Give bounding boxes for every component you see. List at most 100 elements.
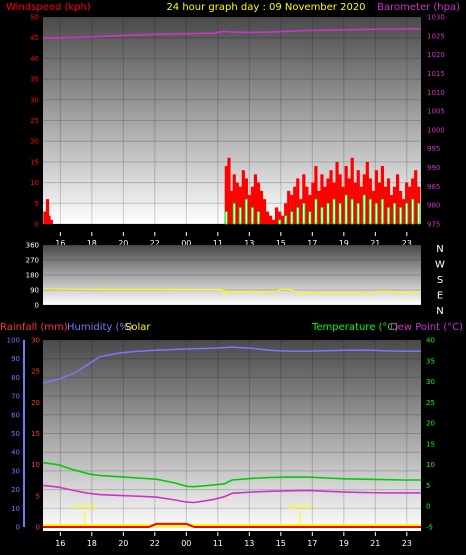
temperature-tick-label: 5 — [426, 482, 430, 490]
windspeed-bar — [287, 190, 291, 224]
windspeed-bar — [371, 190, 375, 224]
x-tick-label: 20 — [118, 539, 128, 548]
average-wind-bar — [250, 207, 255, 225]
humidity-y-ticks: 0 10 20 30 40 50 60 70 80 90 100 — [7, 337, 25, 532]
average-wind-bar — [290, 211, 294, 225]
windspeed-bar — [338, 174, 342, 224]
windspeed-bar — [314, 166, 318, 224]
x-tick-label: 11 — [213, 539, 223, 548]
windspeed-tick-label: 25 — [30, 117, 39, 125]
rainfall-axis-label: Rainfall (mm) — [0, 322, 68, 333]
humidity-tick-label: 20 — [11, 486, 20, 494]
barometer-tick-label: 1025 — [427, 32, 445, 40]
windspeed-bar — [329, 170, 333, 224]
solar-axis-label: Solar — [125, 322, 151, 333]
temperature-y-ticks: -5 0 5 10 15 20 25 30 35 40 — [426, 337, 435, 532]
average-wind-bars — [224, 194, 421, 225]
average-wind-bar — [320, 207, 324, 225]
windspeed-bar — [383, 186, 388, 224]
average-wind-bar — [392, 202, 397, 225]
windspeed-bar — [227, 157, 231, 224]
windspeed-bar — [380, 166, 385, 224]
humidity-line — [42, 346, 421, 384]
humidity-temperature-panel: 0 10 20 30 40 50 60 70 80 90 100 0 5 10 15 20 25 30 -5 0 5… — [7, 337, 435, 549]
barometer-tick-label: 990 — [427, 164, 440, 172]
windspeed-bar — [356, 170, 360, 224]
humidity-grid — [43, 339, 421, 528]
windspeed-bar — [271, 219, 276, 224]
average-wind-bar — [232, 202, 236, 225]
x-tick-label: 15 — [276, 539, 286, 548]
average-wind-bar — [386, 207, 391, 225]
windspeed-bar — [311, 182, 315, 224]
average-wind-bar — [344, 194, 348, 225]
humidity-axis-label: Humidity (%) — [67, 322, 133, 333]
average-wind-bar — [308, 211, 312, 225]
windspeed-bar — [268, 215, 273, 224]
windspeed-bar — [232, 174, 236, 224]
windspeed-bar — [275, 207, 279, 224]
average-wind-bar — [368, 198, 372, 225]
rainfall-tick-label: 0 — [36, 524, 40, 532]
windspeed-bar — [377, 182, 382, 224]
temperature-tick-label: 20 — [426, 420, 435, 428]
windspeed-bar — [402, 199, 406, 224]
x-tick-label: 17 — [307, 539, 317, 548]
compass-label: N — [436, 306, 443, 317]
windspeed-bar — [386, 178, 391, 224]
x-tick-label: 23 — [402, 539, 412, 548]
direction-tick-label: 270 — [26, 257, 39, 265]
windspeed-bar — [238, 186, 242, 224]
windspeed-bar — [265, 211, 270, 224]
windspeed-tick-label: 30 — [30, 96, 39, 104]
solar-band — [43, 524, 421, 527]
windspeed-bar — [278, 211, 282, 224]
average-wind-bar — [356, 202, 360, 225]
windspeed-bar — [374, 170, 378, 224]
windspeed-tick-label: 45 — [30, 34, 39, 42]
x-tick-label: 18 — [87, 239, 97, 248]
windspeed-bar — [293, 186, 297, 224]
humidity-x-ticks: 16 18 20 22 00 11 13 15 17 19 21 23 — [55, 532, 412, 548]
windspeed-bar — [290, 195, 294, 224]
sunset-label: SunSet — [288, 503, 313, 511]
rainfall-tick-label: 15 — [31, 430, 40, 438]
rainfall-y-ticks: 0 5 10 15 20 25 30 — [31, 337, 40, 532]
windspeed-bar — [241, 170, 245, 224]
windspeed-bar — [45, 199, 50, 224]
windspeed-bar — [302, 174, 306, 224]
dewpoint-axis-label: Dew Point (°C) — [390, 322, 463, 333]
windspeed-axis-label: Windspeed (kph) — [6, 2, 91, 13]
windspeed-tick-label: 20 — [30, 138, 39, 146]
windspeed-tick-label: 15 — [30, 158, 39, 166]
windspeed-bar — [43, 211, 47, 224]
x-tick-label: 18 — [87, 539, 97, 548]
barometer-tick-label: 1015 — [427, 70, 445, 78]
windspeed-bar — [284, 203, 288, 224]
temperature-line — [42, 461, 421, 488]
rainfall-tick-label: 5 — [36, 492, 40, 500]
humidity-tick-label: 70 — [11, 393, 20, 401]
barometer-tick-label: 975 — [427, 221, 440, 229]
windspeed-tick-label: 10 — [30, 179, 39, 187]
rainfall-tick-label: 25 — [31, 368, 40, 376]
direction-plot-area — [43, 245, 421, 305]
humidity-tick-label: 0 — [16, 524, 20, 532]
windspeed-bar — [395, 174, 400, 224]
average-wind-bar — [380, 198, 385, 225]
barometer-tick-label: 1020 — [427, 51, 445, 59]
windspeed-bar — [229, 190, 233, 224]
average-wind-bar — [411, 198, 415, 225]
barometer-tick-label: 985 — [427, 183, 440, 191]
windspeed-tick-label: 35 — [30, 76, 39, 84]
windspeed-bar — [347, 178, 351, 224]
rainfall-line — [43, 522, 421, 528]
humidity-tick-label: 10 — [11, 505, 20, 513]
windspeed-y-ticks: 0 5 10 15 20 25 30 35 40 45 50 — [30, 14, 39, 229]
rainfall-tick-label: 30 — [31, 337, 40, 345]
barometer-axis-label: Barometer (hpa) — [377, 2, 460, 13]
windspeed-bar — [326, 178, 330, 224]
